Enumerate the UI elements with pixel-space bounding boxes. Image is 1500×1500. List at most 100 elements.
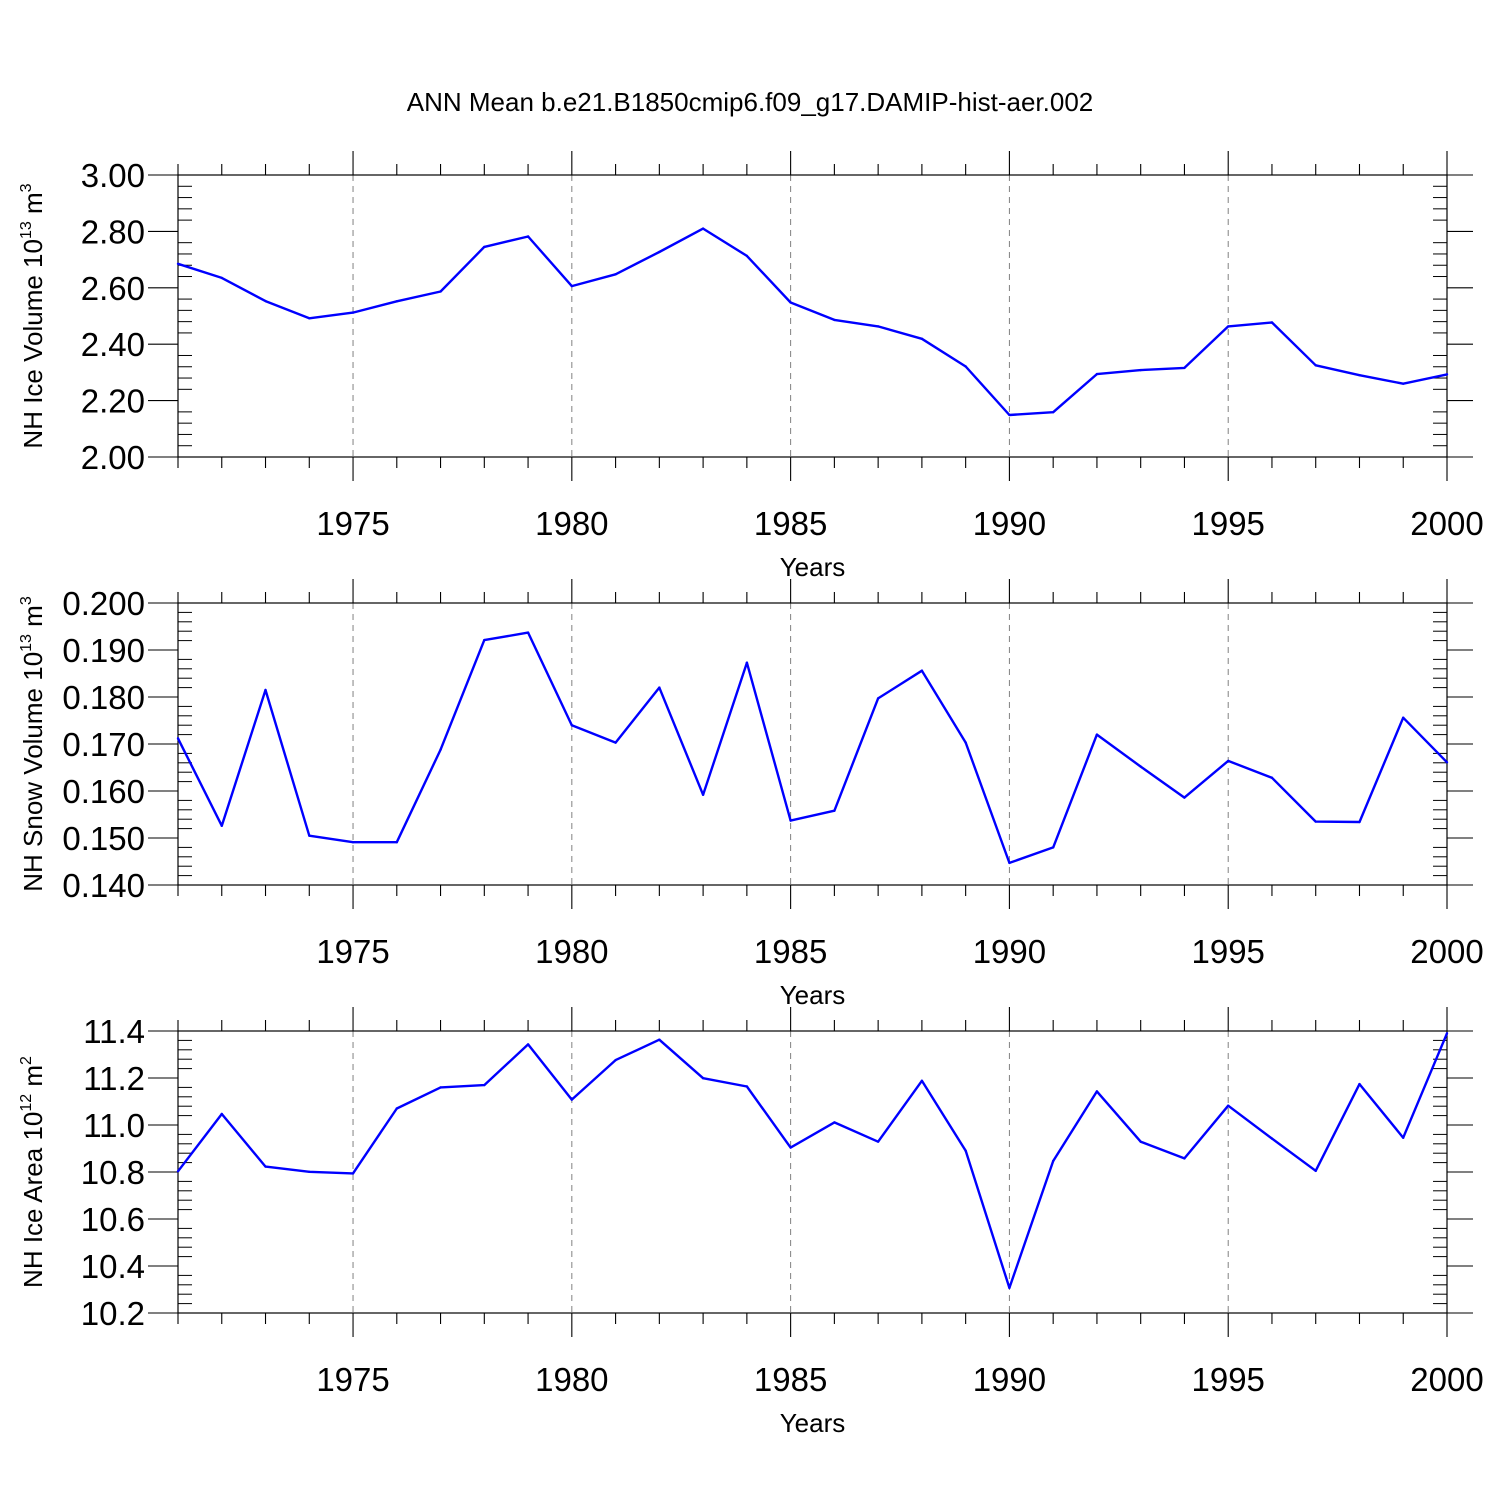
- data-point: [308, 1170, 311, 1173]
- data-point: [1183, 796, 1186, 799]
- y-tick-label: 10.2: [81, 1295, 145, 1332]
- y-axis-label-unit-exp: 2: [18, 1056, 35, 1065]
- data-point: [964, 365, 967, 368]
- y-tick-label: 10.8: [81, 1154, 145, 1191]
- x-tick-label: 1990: [973, 933, 1046, 970]
- data-point: [1008, 861, 1011, 865]
- x-tick-label: 1975: [316, 1361, 389, 1398]
- data-point: [264, 688, 267, 692]
- y-tick-label: 10.4: [81, 1248, 145, 1285]
- data-point: [745, 254, 749, 258]
- data-point: [876, 1140, 880, 1143]
- plot-frame: [177, 174, 1448, 458]
- data-point: [1227, 325, 1230, 328]
- data-point: [1095, 733, 1099, 736]
- y-tick-label: 10.6: [81, 1201, 145, 1238]
- x-tick-label: 1990: [973, 505, 1046, 542]
- y-tick-label: 2.20: [81, 383, 145, 420]
- data-point: [176, 737, 180, 740]
- chart-panel-2: 0.140 0.150 0.160 0.170 0.180 0.190 0.200 1975 1…: [18, 579, 1484, 1010]
- data-point: [439, 290, 442, 293]
- x-tick-label: 1990: [973, 1361, 1046, 1398]
- data-point: [1183, 1157, 1186, 1160]
- data-point: [483, 638, 486, 642]
- data-point: [1051, 410, 1055, 414]
- data-point: [1270, 321, 1274, 324]
- data-point: [1314, 364, 1317, 367]
- data-point: [264, 1165, 267, 1168]
- y-axis-label-main: NH Ice Area 10: [18, 1112, 48, 1288]
- data-point: [395, 300, 398, 303]
- data-point: [526, 235, 530, 238]
- x-axis-label: Years: [780, 1408, 846, 1438]
- chart-panel-3: 10.2 10.4 10.6 10.8 11.0 11.2 11.4 1975 1980 1985…: [18, 1007, 1484, 1438]
- data-point: [395, 841, 398, 844]
- data-point: [439, 1086, 442, 1089]
- data-point: [439, 748, 442, 751]
- x-tick-label: 1980: [535, 505, 608, 542]
- data-point: [308, 834, 311, 837]
- y-tick-label: 0.140: [62, 867, 145, 904]
- data-point: [1008, 1286, 1011, 1290]
- data-point: [395, 1107, 398, 1110]
- data-point: [1445, 761, 1449, 764]
- data-point: [964, 741, 967, 744]
- data-point: [176, 1170, 180, 1173]
- y-tick-label: 0.160: [62, 773, 145, 810]
- data-point: [614, 741, 617, 744]
- x-tick-label: 1980: [535, 933, 608, 970]
- data-point: [876, 325, 880, 328]
- y-tick-label: 0.200: [62, 585, 145, 622]
- data-point: [658, 250, 661, 254]
- data-point: [614, 1058, 617, 1062]
- data-point: [833, 809, 836, 812]
- data-point: [483, 245, 486, 249]
- data-point: [745, 661, 749, 664]
- series-line: [177, 1032, 1449, 1290]
- data-point: [1095, 1090, 1099, 1093]
- y-axis-label-unit: m: [18, 192, 48, 221]
- y-axis-label-unit: m: [18, 605, 48, 634]
- data-point: [789, 301, 792, 304]
- data-point: [351, 311, 355, 314]
- x-tick-label: 1985: [754, 505, 827, 542]
- data-point: [920, 669, 924, 672]
- x-tick-label: 1975: [316, 933, 389, 970]
- data-point: [789, 1146, 792, 1149]
- data-point: [220, 1112, 223, 1116]
- y-tick-label: 3.00: [81, 157, 145, 194]
- data-point: [220, 824, 223, 827]
- y-axis-label-unit-exp: 3: [18, 183, 35, 192]
- data-point: [570, 284, 574, 288]
- y-tick-label: 11.2: [83, 1060, 145, 1097]
- data-point: [1270, 1137, 1274, 1140]
- data-point: [176, 262, 180, 266]
- y-axis-label-exp: 13: [18, 221, 35, 239]
- data-point: [570, 1098, 574, 1101]
- series-line: [176, 631, 1448, 865]
- data-point: [526, 631, 530, 634]
- data-point: [920, 337, 924, 341]
- y-tick-label: 2.40: [81, 326, 145, 363]
- x-tick-label: 1995: [1191, 1361, 1264, 1398]
- y-axis-label-unit-exp: 3: [18, 596, 35, 605]
- data-point: [1358, 820, 1361, 824]
- data-point: [658, 686, 661, 689]
- x-tick-label: 1985: [754, 1361, 827, 1398]
- series-line: [177, 227, 1448, 417]
- x-tick-label: 1980: [535, 1361, 608, 1398]
- data-point: [570, 724, 574, 727]
- chart-title: ANN Mean b.e21.B1850cmip6.f09_g17.DAMIP-…: [407, 87, 1094, 117]
- data-point: [264, 299, 267, 303]
- data-point: [1139, 765, 1142, 768]
- data-point: [1095, 372, 1099, 376]
- y-axis-label: NH Snow Volume 1013 m3: [18, 596, 48, 892]
- data-point: [701, 1077, 705, 1080]
- data-point: [1445, 1032, 1449, 1035]
- data-point: [1358, 1082, 1361, 1086]
- data-point: [483, 1083, 486, 1087]
- data-point: [1183, 366, 1186, 370]
- y-tick-label: 2.80: [81, 213, 145, 250]
- data-point: [833, 1121, 836, 1124]
- x-tick-label: 1995: [1191, 933, 1264, 970]
